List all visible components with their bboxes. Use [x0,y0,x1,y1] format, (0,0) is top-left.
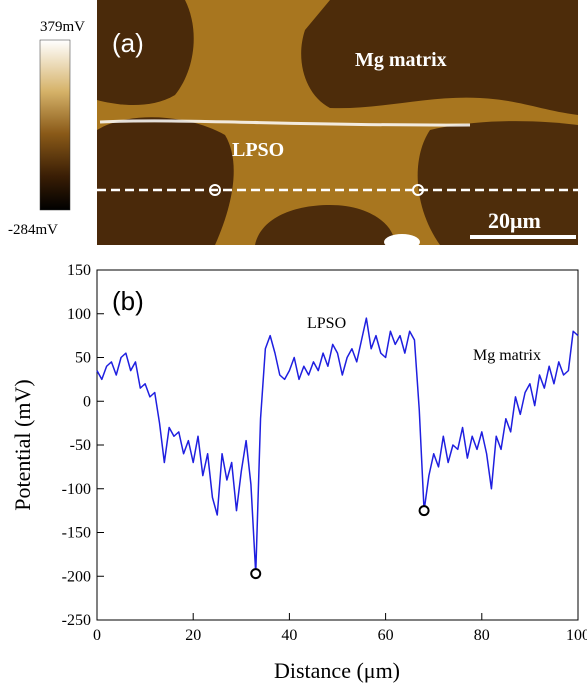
annotation: Mg matrix [355,49,447,71]
x-axis-label: Distance (μm) [274,658,400,683]
matrix-region [255,205,395,245]
x-tick-label: 100 [566,627,587,644]
marker [418,505,430,517]
y-tick-label: 50 [75,350,91,367]
matrix-region [97,117,234,245]
x-tick-label: 40 [281,627,297,644]
scale-bar-label: 20μm [488,208,541,233]
x-tick-label: 80 [474,627,490,644]
y-tick-label: 100 [67,306,91,323]
x-tick-label: 60 [378,627,394,644]
colorbar-max: 379mV [40,19,85,35]
line-chart: (b) LPSO Mg matrix Distance (μm) Potenti… [10,262,587,683]
marker [250,568,262,580]
matrix-region [301,0,578,115]
y-tick-label: 150 [67,262,91,279]
highlight [99,119,471,127]
image-panel: 379mV -284mV (a) Mg matrix LPSO 20μm [8,0,578,250]
matrix-region [97,0,194,105]
colorbar-min: -284mV [8,222,58,238]
scale-bar [470,235,576,239]
x-tick-label: 0 [93,627,101,644]
y-tick-label: -200 [62,568,91,585]
panel-label: (b) [112,286,144,316]
y-axis-label: Potential (mV) [10,379,35,510]
x-tick-label: 20 [185,627,201,644]
profile-point [412,184,424,196]
colorbar [39,39,71,211]
panel-label: (a) [112,28,144,58]
y-tick-label: -50 [70,437,91,454]
annotation: LPSO [307,315,346,332]
y-tick-label: -250 [62,612,91,629]
y-tick-label: 0 [83,393,91,410]
y-tick-label: -100 [62,481,91,498]
matrix-region [417,121,578,245]
profile-point [209,184,221,196]
y-tick-label: -150 [62,525,91,542]
data-line [96,317,579,575]
annotation: Mg matrix [473,347,541,364]
highlight [384,234,420,250]
annotation: LPSO [232,139,284,161]
